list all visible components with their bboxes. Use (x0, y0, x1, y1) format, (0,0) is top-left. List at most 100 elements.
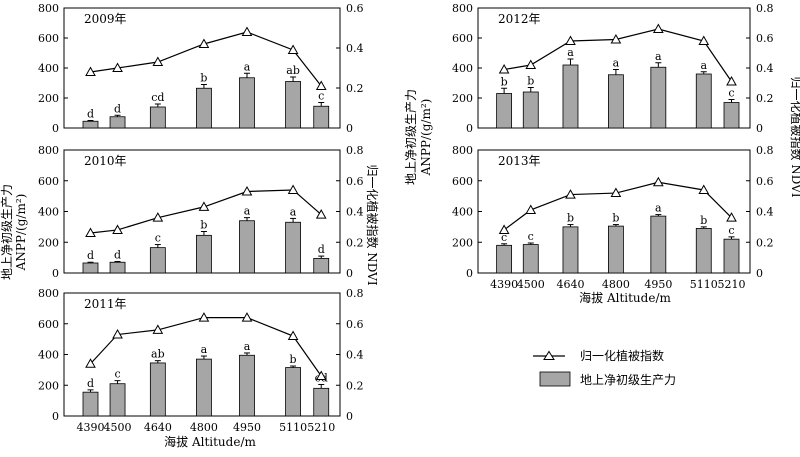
y2-tick-label: 0.8 (346, 144, 364, 157)
significance-letter: ab (151, 348, 165, 361)
significance-letter: a (244, 340, 251, 353)
ndvi-point (525, 59, 537, 69)
y-tick-label: 0 (52, 410, 59, 423)
y-tick-label: 0 (466, 122, 473, 135)
anpp-bar (496, 93, 513, 129)
ndvi-point (241, 26, 253, 36)
significance-letter: a (655, 202, 662, 215)
legend-ndvi-marker (543, 350, 555, 360)
x-tick-label: 4950 (233, 421, 261, 434)
y-tick-label: 200 (452, 236, 473, 249)
chart-2009: 0 200 400 600 800 0 0.2 0.4 0.6 2009年 d d cd b a ab c (38, 2, 364, 135)
legend-anpp-label: 地上净初级生产力 (580, 373, 676, 387)
y-tick-label: 800 (38, 144, 59, 157)
y2-tick-label: 0.2 (756, 92, 774, 105)
y2-tick-label: 0.6 (756, 32, 774, 45)
y-tick-label: 400 (38, 62, 59, 75)
chart-2012: 0 200 400 600 800 0 0.2 0.4 0.6 0.8 2012年 b b a a a a c (452, 2, 774, 135)
anpp-bar (82, 262, 99, 274)
ndvi-point (287, 44, 299, 54)
ndvi-point (85, 227, 96, 238)
x-tick-label: 4390 (76, 421, 104, 434)
ndvi-point (498, 63, 510, 74)
y2-tick-label: 0.4 (756, 62, 774, 75)
ndvi-point (698, 35, 710, 45)
y-tick-label: 200 (38, 379, 59, 392)
significance-letter: b (612, 212, 619, 225)
y2-tick-label: 0.6 (756, 175, 774, 188)
y-tick-label: 600 (38, 175, 59, 188)
anpp-bar (496, 244, 513, 274)
y-tick-label: 600 (452, 32, 473, 45)
y2-tick-label: 0 (346, 122, 353, 135)
y-tick-label: 0 (466, 267, 473, 280)
panel-title: 2011年 (84, 297, 127, 311)
ndvi-point (198, 312, 210, 322)
significance-letter: c (501, 231, 507, 244)
anpp-bar (608, 225, 624, 274)
x-tick-label: 5110 (279, 421, 307, 434)
ndvi-point (698, 184, 710, 194)
significance-letter: b (200, 218, 207, 231)
ndvi-point (198, 201, 210, 211)
y-tick-label: 800 (38, 287, 59, 300)
significance-letter: d (114, 102, 121, 115)
significance-letter: d (114, 248, 121, 261)
right-y-label-en: ANPP/(g/m²) (419, 99, 433, 177)
y-tick-label: 800 (38, 2, 59, 15)
significance-letter: b (527, 75, 534, 88)
y-tick-label: 0 (52, 122, 59, 135)
y2-tick-label: 0.8 (756, 2, 774, 15)
significance-letter: c (728, 224, 734, 237)
anpp-bar (149, 106, 166, 129)
anpp-bar (82, 120, 99, 129)
significance-letter: c (728, 87, 734, 100)
panel-title: 2009年 (84, 12, 127, 26)
ndvi-point (85, 66, 96, 76)
ndvi-point (152, 324, 164, 334)
y-tick-label: 400 (38, 206, 59, 219)
significance-letter: b (567, 212, 574, 225)
anpp-bar (723, 238, 740, 274)
ndvi-point (525, 204, 537, 214)
y2-tick-label: 0.4 (756, 206, 774, 219)
y2-tick-label: 0.6 (346, 175, 364, 188)
anpp-bar (149, 362, 166, 417)
anpp-bar (650, 66, 667, 129)
legend-anpp-swatch (539, 371, 571, 387)
right-y-label-cn: 地上净初级生产力 (404, 89, 418, 185)
left-y-label-cn: 地上净初级生产力 (0, 184, 14, 280)
ndvi-point (85, 358, 96, 368)
significance-letter: d (318, 243, 325, 256)
y2-tick-label: 0.2 (756, 236, 774, 249)
significance-letter: cd (151, 91, 164, 104)
significance-letter: c (318, 90, 324, 103)
ndvi-point (315, 370, 327, 381)
ndvi-point (726, 212, 737, 222)
y-tick-label: 800 (452, 2, 473, 15)
significance-letter: a (244, 205, 251, 218)
anpp-bar (285, 367, 301, 417)
x-tick-label: 5210 (718, 278, 746, 291)
y-tick-label: 400 (452, 206, 473, 219)
significance-letter: c (528, 230, 534, 243)
significance-letter: a (655, 50, 662, 63)
left-right-y-label: 归一化植被指数 NDVI (365, 164, 380, 285)
anpp-bar (285, 81, 301, 129)
anpp-bar (695, 228, 712, 274)
significance-letter: c (155, 232, 161, 245)
anpp-bar (109, 116, 126, 129)
significance-letter: a (567, 46, 574, 59)
y2-tick-label: 0.8 (756, 144, 774, 157)
ndvi-point (610, 187, 622, 198)
left-y-label-en: ANPP/(g/m²) (14, 194, 28, 272)
y2-tick-label: 0 (756, 267, 763, 280)
x-tick-label: 4640 (556, 278, 584, 291)
significance-letter: ab (286, 64, 300, 77)
x-tick-label: 5210 (307, 421, 335, 434)
significance-letter: b (501, 75, 508, 88)
anpp-bar (608, 74, 624, 129)
anpp-bar (109, 261, 126, 274)
